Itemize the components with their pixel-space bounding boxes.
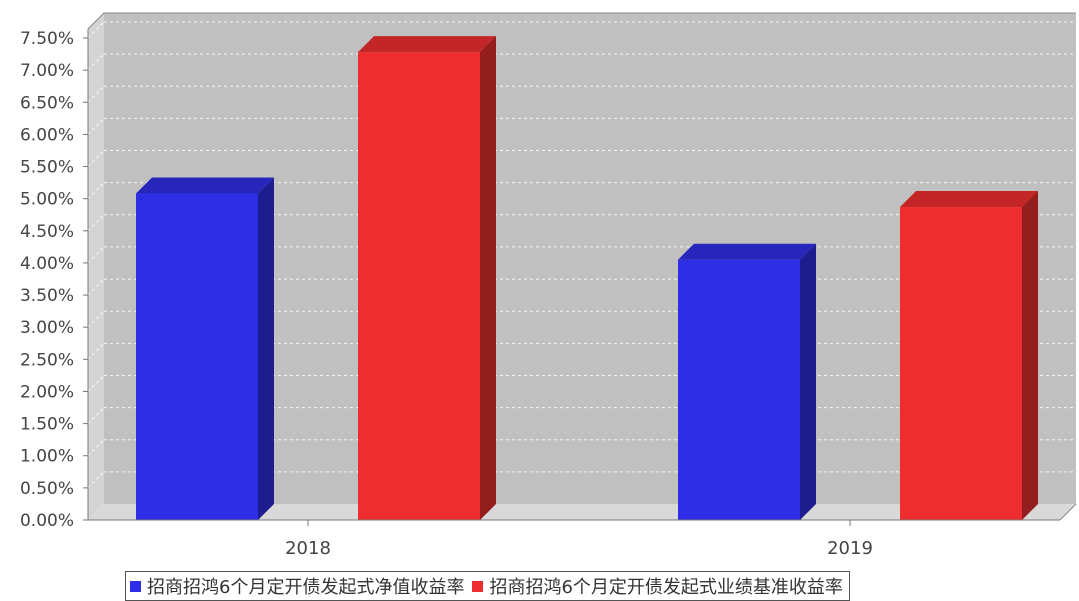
gridline-side (87, 214, 105, 232)
y-tick-label: 3.50% (20, 286, 74, 306)
y-tick-label: 6.50% (20, 93, 74, 113)
y-tick-label: 4.50% (20, 222, 74, 242)
legend-item-benchmark-return: 招商招鸿6个月定开债发起式业绩基准收益率 (472, 573, 843, 599)
y-tick-label: 7.00% (20, 61, 74, 81)
gridline-side (87, 85, 105, 103)
gridline-side (87, 375, 105, 392)
plot-background (87, 12, 1077, 521)
bar-side (800, 243, 816, 520)
x-category-label: 2019 (827, 538, 873, 559)
y-tick-label: 2.00% (20, 382, 74, 402)
gridline-side (87, 439, 105, 457)
gridline-side (87, 150, 105, 167)
y-tick-label: 1.00% (20, 447, 74, 467)
legend-label-nav-return: 招商招鸿6个月定开债发起式净值收益率 (147, 577, 465, 598)
y-tick-label: 1.50% (20, 415, 74, 435)
gridline-side (87, 407, 105, 424)
gridline-side (87, 342, 105, 360)
legend-label-benchmark-return: 招商招鸿6个月定开债发起式业绩基准收益率 (489, 577, 843, 598)
legend-item-nav-return: 招商招鸿6个月定开债发起式净值收益率 (130, 573, 464, 599)
legend: 招商招鸿6个月定开债发起式净值收益率 招商招鸿6个月定开债发起式业绩基准收益率 (125, 571, 850, 601)
y-tick-label: 5.50% (20, 158, 74, 178)
bar-2018-series-1 (136, 177, 274, 520)
bar-side (480, 36, 496, 520)
bar-2018-series-2 (358, 36, 496, 520)
y-tick-label: 6.00% (20, 125, 74, 145)
bar-front (136, 193, 258, 520)
bar-2019-series-1 (678, 243, 816, 520)
y-tick-label: 2.50% (20, 350, 74, 370)
bars (136, 36, 1038, 520)
y-tick-label: 3.00% (20, 318, 74, 338)
bar-top (136, 177, 274, 194)
gridline-side (87, 246, 105, 264)
bar-top (678, 243, 816, 260)
legend-swatch-red (472, 580, 484, 592)
bar-front (900, 207, 1022, 520)
gridline-side (87, 278, 105, 296)
y-tick-label: 7.50% (20, 29, 74, 49)
gridline-side (87, 21, 105, 39)
y-axis: 0.00% 0.50% 1.00% 1.50% 2.00% 2.50% 3.00% 3.50%… (20, 29, 89, 531)
y-tick-label: 0.50% (20, 479, 74, 499)
bar-front (358, 52, 480, 520)
gridline-side (87, 118, 105, 135)
legend-swatch-blue (130, 580, 141, 592)
bar-2019-series-2 (900, 191, 1038, 520)
plot-back-wall (104, 13, 1076, 504)
plot-left-wall (88, 13, 104, 520)
bar-side (1022, 191, 1038, 520)
plot-floor (88, 504, 1076, 520)
bar-front (678, 259, 800, 520)
bar-side (258, 177, 274, 520)
gridline-side (87, 310, 105, 328)
plot-edge-top-left (87, 12, 105, 30)
y-tick-label: 4.00% (20, 254, 74, 274)
gridline-side (87, 182, 105, 200)
plot-edge-right (1059, 503, 1077, 521)
bar-top (358, 36, 496, 53)
gridline-side (87, 53, 105, 71)
x-category-label: 2018 (285, 538, 331, 559)
gridline-side (87, 471, 105, 489)
y-tick-label: 5.00% (20, 190, 74, 210)
bar-top (900, 191, 1038, 208)
y-tick-label: 0.00% (20, 511, 74, 531)
x-axis: 2018 2019 (88, 519, 1060, 559)
